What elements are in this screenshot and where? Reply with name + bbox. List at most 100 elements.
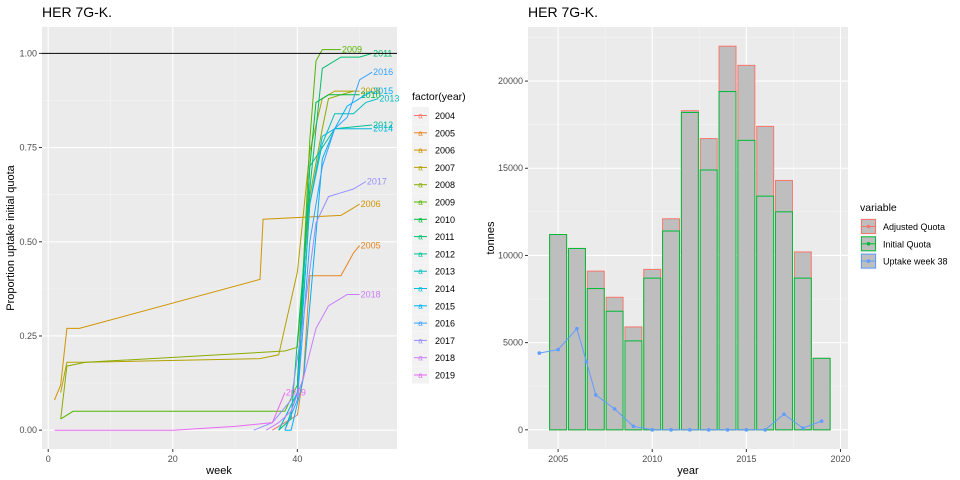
left-y-ticks: 0.00 0.25 0.50 0.75 1.00 <box>19 48 42 435</box>
series-end-label-2012: 2012 <box>373 120 393 130</box>
uptake-point-2013 <box>706 428 711 432</box>
left-x-tick-label: 0 <box>46 454 51 464</box>
left-legend-item: a 2018 <box>412 349 455 367</box>
legend-key-point <box>866 224 871 229</box>
series-end-label-2016: 2016 <box>373 67 393 77</box>
right-legend-item: Initial Quota <box>860 235 931 253</box>
left-plot-panel <box>42 27 397 449</box>
right-x-tick-label: 2020 <box>830 454 850 464</box>
legend-label: Adjusted Quota <box>883 222 945 232</box>
left-legend-item: a 2007 <box>412 158 455 176</box>
series-line-2016 <box>284 71 373 431</box>
legend-key-glyph: a <box>418 146 423 155</box>
left-y-tick-label: 0.00 <box>19 425 37 435</box>
series-end-label-2007: 2008 <box>361 86 381 96</box>
uptake-point-2006.5 <box>584 360 589 364</box>
right-bars <box>549 45 831 431</box>
legend-label: 2014 <box>435 284 455 294</box>
legend-key-glyph: a <box>418 250 423 259</box>
right-legend-item: Uptake week 38 <box>860 252 948 270</box>
bar-initial-quota-2010 <box>643 277 662 431</box>
series-end-label-2009: 2009 <box>342 45 362 55</box>
bar-initial-quota-2015 <box>737 139 756 431</box>
left-legend-item: a 2008 <box>412 176 455 194</box>
series-line-2004 <box>272 414 298 431</box>
left-legend-item: a 2019 <box>412 366 455 384</box>
uptake-point-2010 <box>650 428 655 432</box>
legend-label: 2018 <box>435 353 455 363</box>
left-x-tick-label: 40 <box>292 454 302 464</box>
legend-key-point <box>866 259 871 263</box>
legend-key-glyph: a <box>418 285 423 294</box>
series-line-2014 <box>278 128 373 431</box>
right-y-tick-label: 0 <box>518 425 523 435</box>
legend-key-point <box>866 242 871 246</box>
legend-key-glyph: a <box>418 112 423 121</box>
bar-initial-quota-2017 <box>775 211 793 431</box>
left-y-tick-label: 0.50 <box>19 237 37 247</box>
left-legend-item: a 2005 <box>412 124 455 142</box>
legend-key-glyph: a <box>418 371 423 380</box>
left-legend-item: a 2004 <box>412 107 455 124</box>
legend-key-glyph: a <box>418 215 423 224</box>
left-x-ticks: 0 20 40 <box>46 449 302 464</box>
series-line-2019 <box>54 392 286 431</box>
left-x-axis-label: week <box>205 465 232 477</box>
legend-label: 2010 <box>435 215 455 225</box>
legend-label: 2015 <box>435 301 455 311</box>
legend-label: 2017 <box>435 336 455 346</box>
uptake-point-2017 <box>782 412 786 416</box>
right-y-tick-label: 5000 <box>503 338 523 348</box>
legend-key-glyph: a <box>418 129 423 138</box>
right-x-ticks: 2005 2010 2015 2020 <box>548 449 850 464</box>
uptake-point-2019 <box>819 419 824 423</box>
legend-label: 2013 <box>435 267 455 277</box>
uptake-point-2005 <box>556 347 560 352</box>
left-legend-item: a 2006 <box>412 141 455 159</box>
right-x-tick-label: 2015 <box>736 454 756 464</box>
left-legend-item: a 2011 <box>412 228 454 246</box>
right-chart-title: HER 7G-K. <box>528 4 598 20</box>
bar-initial-quota-2014 <box>718 91 737 431</box>
right-x-tick-label: 2010 <box>642 454 662 464</box>
left-y-tick-label: 0.75 <box>19 143 37 153</box>
uptake-point-2018 <box>801 426 805 430</box>
legend-key-glyph: a <box>418 354 423 363</box>
uptake-point-2014 <box>725 428 730 432</box>
legend-label: 2019 <box>435 371 455 381</box>
series-end-label-2013: 2013 <box>379 94 399 104</box>
legend-key-glyph: a <box>418 319 423 328</box>
bar-initial-quota-2018 <box>793 277 812 431</box>
legend-label: Uptake week 38 <box>883 257 948 267</box>
left-chart-title: HER 7G-K. <box>42 4 112 20</box>
uptake-point-2007 <box>593 393 598 397</box>
right-legend: Adjusted Quota Initial Quota Uptake week 3… <box>860 218 948 270</box>
right-y-tick-label: 10000 <box>498 250 523 260</box>
uptake-point-2015 <box>744 428 749 432</box>
bar-initial-quota-2019 <box>812 357 831 431</box>
uptake-point-2006 <box>575 326 579 331</box>
legend-label: 2012 <box>435 249 455 259</box>
series-line-2015 <box>284 90 373 431</box>
bar-initial-quota-2013 <box>699 169 718 431</box>
left-x-tick-label: 20 <box>168 454 178 464</box>
left-y-tick-label: 0.25 <box>19 331 37 341</box>
left-legend-item: a 2015 <box>412 297 455 315</box>
bar-initial-quota-2009 <box>624 340 643 431</box>
left-legend-item: a 2014 <box>412 280 455 297</box>
bar-initial-quota-2016 <box>756 195 775 431</box>
right-uptake-line <box>537 326 824 432</box>
series-end-label-2006: 2006 <box>361 199 381 209</box>
right-chart: HER 7G-K. 2005 2010 2015 2020 0 5000 10000 150… <box>485 4 948 477</box>
legend-label: 2011 <box>435 232 454 242</box>
bar-initial-quota-2005 <box>549 234 568 431</box>
series-end-label-2014: 2014 <box>373 124 393 134</box>
right-y-tick-label: 15000 <box>498 163 523 173</box>
legend-key-glyph: a <box>418 181 423 190</box>
uptake-point-2009 <box>631 424 636 429</box>
left-y-tick-label: 1.00 <box>19 48 37 58</box>
bar-initial-quota-2011 <box>662 230 681 431</box>
bar-initial-quota-2006 <box>567 247 586 431</box>
legend-label: 2004 <box>435 111 455 121</box>
right-y-axis-label: tonnes <box>485 221 497 255</box>
